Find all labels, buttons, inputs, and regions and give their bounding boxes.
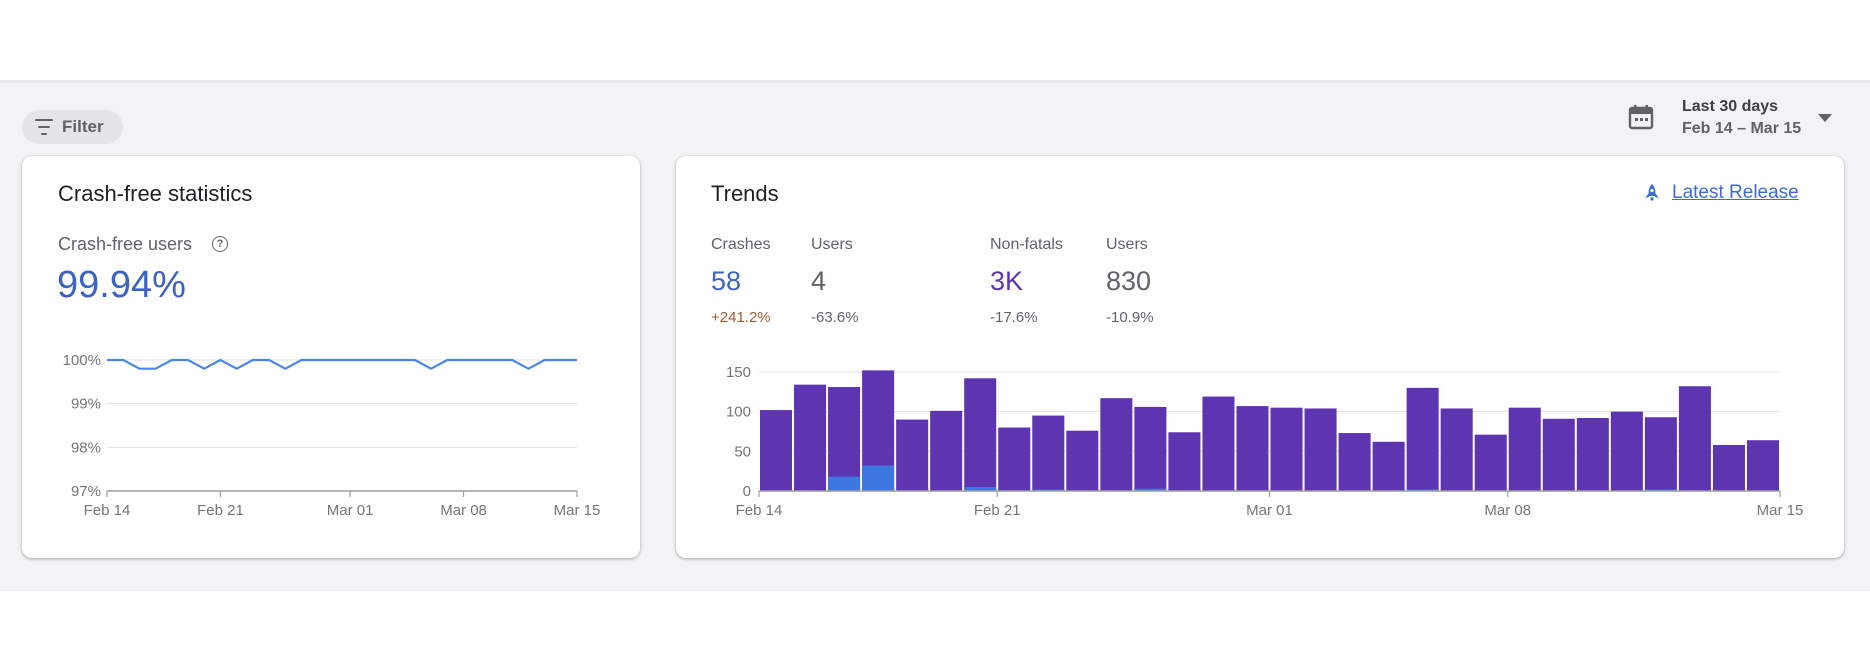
trends-card: Trends Latest Release Crashes 58 +241.2%… xyxy=(676,156,1844,558)
stat-nonfatals-change: -17.6% xyxy=(990,309,1038,326)
stat-crashes-label: Crashes xyxy=(711,236,771,253)
x-tick-label: Feb 21 xyxy=(197,502,244,519)
y-tick-label: 50 xyxy=(734,443,751,460)
nonfatal-bar xyxy=(930,410,963,491)
latest-release-link[interactable]: Latest Release xyxy=(1642,181,1799,205)
crash-free-users-line xyxy=(107,358,577,370)
nonfatal-bar xyxy=(1066,430,1099,491)
top-bar-divider xyxy=(0,80,1870,83)
crash-bar xyxy=(862,465,895,491)
crash-free-users-value: 99.94% xyxy=(57,264,186,306)
x-tick-label: Mar 08 xyxy=(1484,502,1531,519)
nonfatal-bar xyxy=(1610,411,1643,491)
stat-crashes-change: +241.2% xyxy=(711,309,771,326)
crash-bar xyxy=(1134,488,1167,491)
date-range-title: Last 30 days xyxy=(1682,98,1779,115)
stat-nonfatal-users-change: -10.9% xyxy=(1106,309,1154,326)
stat-crash-users-value: 4 xyxy=(811,266,827,296)
top-bar xyxy=(0,0,1870,80)
calendar-icon xyxy=(1628,105,1654,130)
nonfatal-bar xyxy=(828,387,861,491)
x-tick-label: Mar 08 xyxy=(440,502,487,519)
x-tick-label: Mar 15 xyxy=(1757,502,1804,519)
filter-label: Filter xyxy=(62,117,104,136)
y-tick-label: 100 xyxy=(726,404,751,421)
x-tick-label: Feb 14 xyxy=(84,502,131,519)
x-tick-label: Mar 15 xyxy=(554,502,601,519)
chevron-down-icon xyxy=(1818,114,1832,122)
y-tick-label: 99% xyxy=(71,396,101,413)
date-range-dates: Feb 14 – Mar 15 xyxy=(1682,120,1802,137)
nonfatal-bar xyxy=(1134,406,1167,491)
crash-bar xyxy=(1032,489,1065,491)
nonfatal-bar xyxy=(1576,417,1609,491)
nonfatal-bar xyxy=(760,410,793,491)
nonfatal-bar xyxy=(1202,396,1235,491)
nonfatal-bar xyxy=(1236,406,1269,491)
crash-bar xyxy=(964,487,997,491)
nonfatal-bar xyxy=(1474,434,1507,491)
nonfatal-bar xyxy=(896,419,929,491)
nonfatal-bar xyxy=(1678,386,1711,491)
filter-icon xyxy=(33,119,55,135)
nonfatal-bar xyxy=(1542,418,1575,491)
x-tick-label: Feb 14 xyxy=(736,502,783,519)
nonfatal-bar xyxy=(1032,415,1065,491)
trends-bar-chart: 150 100 50 0 Feb 14 Feb 21 Mar 01 Mar 08 Mar 15 xyxy=(726,364,1804,519)
x-tick-label: Feb 21 xyxy=(974,502,1021,519)
filter-button[interactable]: Filter xyxy=(22,110,123,144)
stat-nonfatals-value: 3K xyxy=(990,266,1024,296)
rocket-icon xyxy=(1645,184,1659,201)
nonfatal-bar xyxy=(1338,433,1371,491)
nonfatal-bar xyxy=(1304,408,1337,491)
crash-free-title: Crash-free statistics xyxy=(58,181,253,206)
latest-release-label: Latest Release xyxy=(1672,182,1799,203)
x-tick-label: Mar 01 xyxy=(327,502,374,519)
crash-bar xyxy=(1644,489,1677,491)
y-tick-label: 100% xyxy=(63,352,101,369)
crash-free-line-chart: 100% 99% 98% 97% Feb 14 Feb 21 Mar 01 Mar 08 Mar… xyxy=(63,352,601,519)
nonfatal-bar xyxy=(1406,387,1439,491)
y-tick-label: 98% xyxy=(71,439,101,456)
nonfatal-bar xyxy=(1508,407,1541,491)
crash-free-users-label: Crash-free users xyxy=(58,234,193,254)
nonfatal-bar xyxy=(998,427,1031,491)
date-range-picker[interactable]: Last 30 days Feb 14 – Mar 15 xyxy=(1620,96,1840,146)
y-tick-label: 0 xyxy=(743,483,751,500)
stat-nonfatal-users-value: 830 xyxy=(1106,266,1152,296)
nonfatal-bar xyxy=(1712,444,1745,491)
y-tick-label: 97% xyxy=(71,483,101,500)
crash-free-card: Crash-free statistics Crash-free users ?… xyxy=(22,156,640,558)
nonfatal-bar xyxy=(1372,441,1405,491)
stat-crashes-value: 58 xyxy=(711,266,742,296)
help-icon[interactable]: ? xyxy=(212,236,228,252)
page-footer-area xyxy=(0,591,1870,664)
nonfatal-bar xyxy=(964,378,997,491)
nonfatal-bar xyxy=(1644,417,1677,491)
y-tick-label: 150 xyxy=(726,364,751,381)
crash-bar xyxy=(828,476,861,491)
nonfatal-bar xyxy=(1168,432,1201,491)
nonfatal-bar xyxy=(1270,407,1303,491)
trends-title: Trends xyxy=(711,181,779,206)
stat-crash-users-change: -63.6% xyxy=(811,309,859,326)
nonfatal-bar xyxy=(1746,440,1779,491)
crash-bar xyxy=(1406,489,1439,491)
stat-nonfatals-label: Non-fatals xyxy=(990,236,1063,253)
stat-crash-users-label: Users xyxy=(811,236,853,253)
nonfatal-bar xyxy=(794,384,827,491)
x-tick-label: Mar 01 xyxy=(1246,502,1293,519)
nonfatal-bar xyxy=(1100,398,1133,491)
stat-nonfatal-users-label: Users xyxy=(1106,236,1148,253)
nonfatal-bar xyxy=(1440,408,1473,491)
